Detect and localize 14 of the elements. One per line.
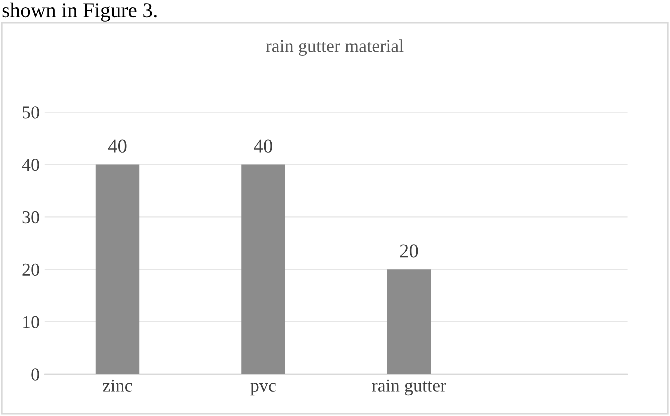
y-tick-label: 30: [22, 211, 40, 224]
y-tick-label: 10: [24, 316, 40, 328]
text: shown in Figure 3.: [2, 2, 157, 22]
x-tick-label: rain gutter: [372, 380, 446, 396]
data-label: 20: [400, 244, 418, 258]
chart-title: rain gutter material: [266, 40, 404, 56]
y-tick-label: 0: [32, 368, 40, 381]
y-tick-label: 50: [23, 106, 40, 119]
y-tick-label: 20: [22, 264, 40, 276]
x-tick-label: pvc: [250, 383, 276, 396]
y-tick-label: 40: [22, 158, 40, 172]
data-label: 40: [254, 140, 272, 153]
data-label: 40: [108, 140, 127, 153]
x-tick-label: zinc: [103, 380, 132, 392]
